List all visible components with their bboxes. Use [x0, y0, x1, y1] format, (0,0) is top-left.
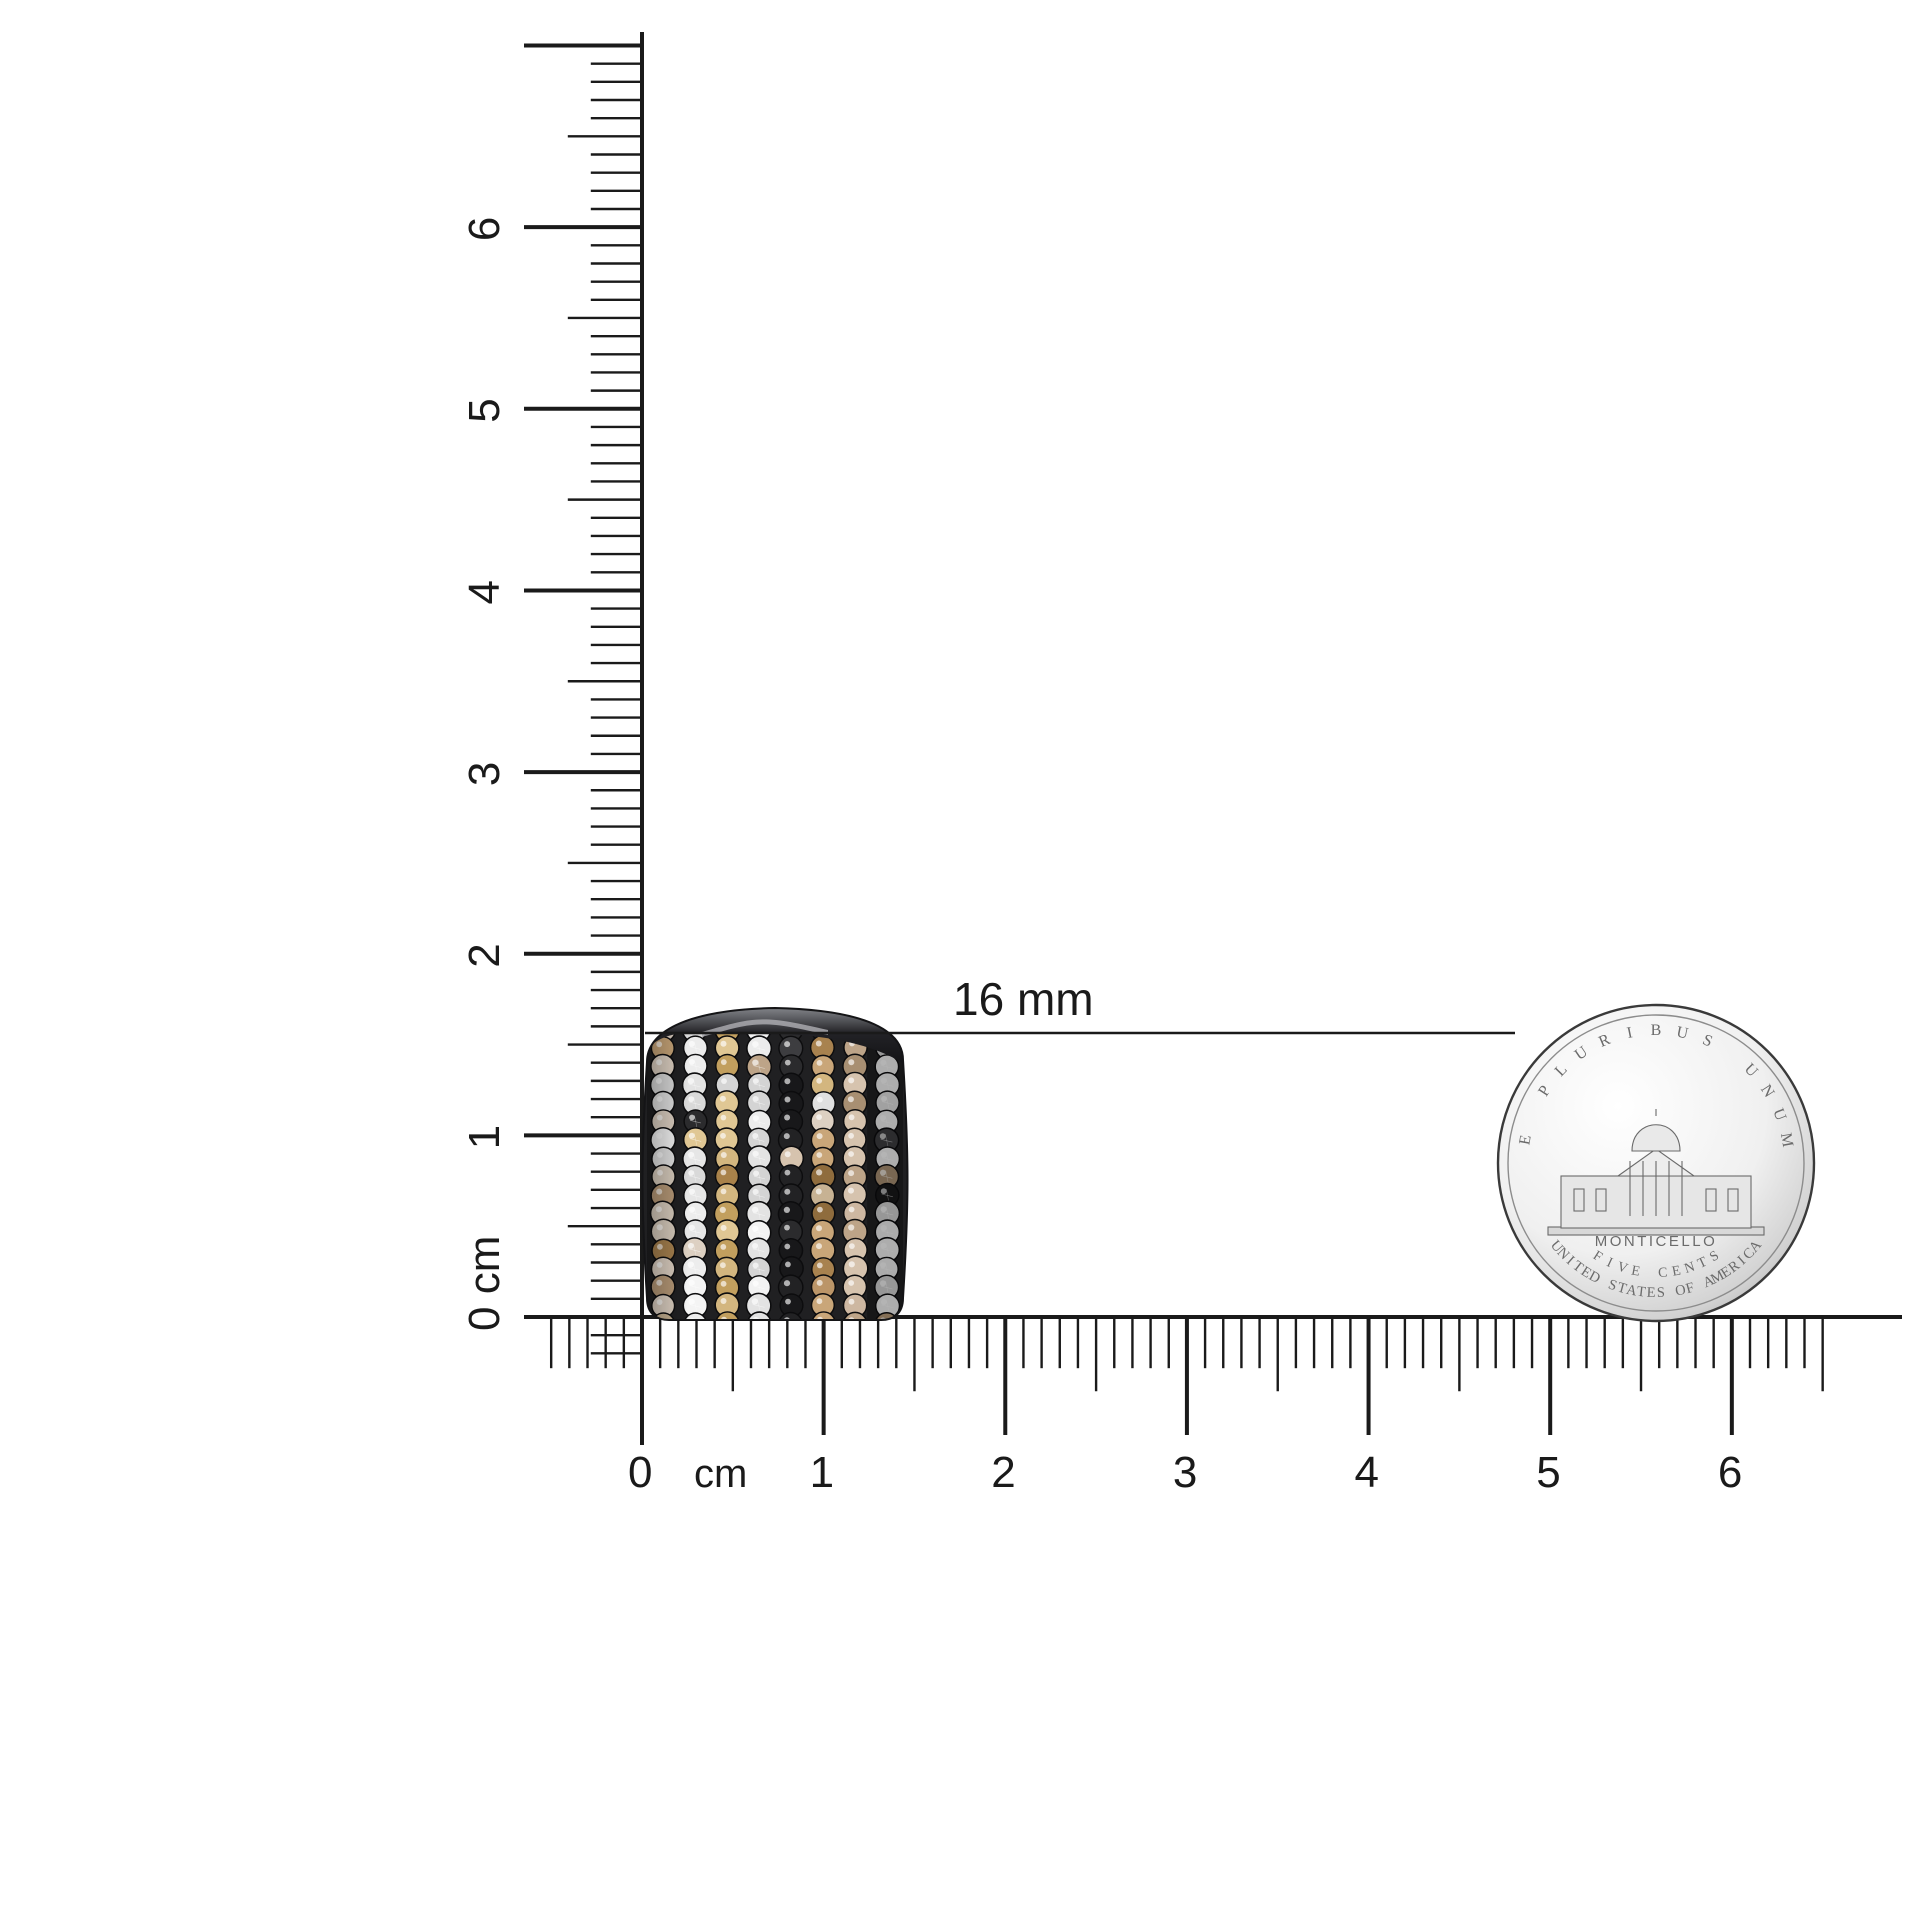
svg-text:MONTICELLO: MONTICELLO [1595, 1233, 1718, 1250]
svg-text:C: C [1658, 1266, 1668, 1282]
svg-text:B: B [1651, 1022, 1662, 1039]
svg-text:E: E [1646, 1285, 1656, 1301]
svg-text:M: M [1777, 1132, 1796, 1149]
svg-text:S: S [1657, 1285, 1666, 1301]
